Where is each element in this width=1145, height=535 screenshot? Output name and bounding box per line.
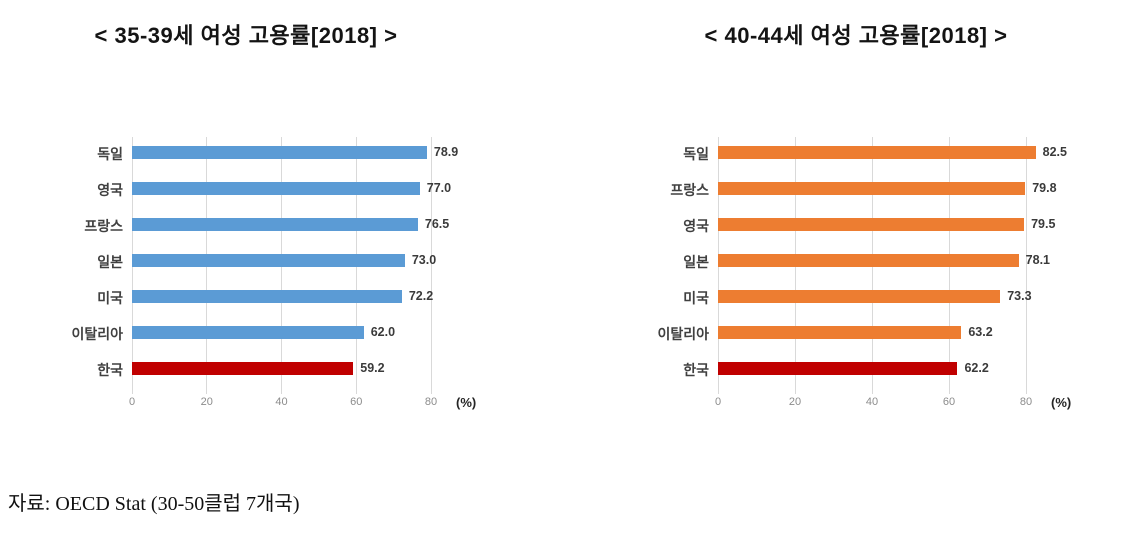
category-label: 프랑스 xyxy=(84,217,123,234)
bar xyxy=(718,254,1019,267)
chart-title-35-39: < 35-39세 여성 고용률[2018] > xyxy=(94,23,398,48)
x-tick-label: 60 xyxy=(350,396,363,408)
source-note: 자료: OECD Stat (30-50클럽 7개국) xyxy=(8,493,300,515)
category-label: 한국 xyxy=(683,361,709,378)
chart-title-40-44: < 40-44세 여성 고용률[2018] > xyxy=(704,23,1008,48)
gridline xyxy=(430,137,432,394)
category-label: 미국 xyxy=(97,289,123,306)
bar-value-label: 77.0 xyxy=(426,180,452,195)
category-label: 독일 xyxy=(683,145,709,162)
bar xyxy=(718,326,962,339)
x-tick-label: 40 xyxy=(275,396,288,408)
bar xyxy=(718,290,1001,303)
category-label: 영국 xyxy=(683,217,709,234)
category-label: 이탈리아 xyxy=(657,325,709,342)
x-tick-label: 20 xyxy=(788,396,802,408)
bar xyxy=(132,362,354,375)
category-label: 일본 xyxy=(97,253,123,270)
category-label: 영국 xyxy=(97,181,123,198)
bar-value-label: 78.1 xyxy=(1025,252,1051,267)
bar-value-label: 63.2 xyxy=(968,324,993,339)
category-label: 일본 xyxy=(683,253,709,270)
bar xyxy=(132,254,405,267)
category-label: 이탈리아 xyxy=(71,325,123,342)
category-label: 독일 xyxy=(97,145,123,162)
category-label: 프랑스 xyxy=(670,181,709,198)
bar xyxy=(718,182,1026,195)
bar-value-label: 72.2 xyxy=(408,288,434,303)
x-tick-label: 0 xyxy=(128,396,136,408)
bar-value-label: 73.3 xyxy=(1007,288,1032,303)
bar-value-label: 76.5 xyxy=(424,216,450,231)
bar xyxy=(132,218,418,231)
bar-value-label: 82.5 xyxy=(1042,144,1067,159)
bar xyxy=(132,182,420,195)
x-tick-label: 80 xyxy=(1019,396,1033,408)
x-tick-label: 60 xyxy=(942,396,956,408)
bar-value-label: 62.2 xyxy=(964,360,989,375)
bar-value-label: 78.9 xyxy=(433,144,459,159)
axis-unit-label: (%) xyxy=(1051,395,1072,410)
category-label: 한국 xyxy=(97,361,123,378)
bar-value-label: 62.0 xyxy=(370,324,396,339)
x-tick-label: 80 xyxy=(424,396,438,408)
x-tick-label: 40 xyxy=(865,396,879,408)
x-tick-label: 0 xyxy=(714,396,722,408)
bar xyxy=(718,218,1025,231)
bar-value-label: 59.2 xyxy=(360,360,385,375)
bar xyxy=(718,146,1036,159)
axis-unit-label: (%) xyxy=(456,395,477,410)
bar-value-label: 73.0 xyxy=(411,252,437,267)
category-label: 미국 xyxy=(683,289,709,306)
bar xyxy=(132,326,364,339)
gridline xyxy=(1025,137,1027,394)
x-tick-label: 20 xyxy=(200,396,213,408)
bar xyxy=(132,290,402,303)
bar-value-label: 79.5 xyxy=(1031,216,1056,231)
bar xyxy=(718,362,958,375)
bar xyxy=(132,146,427,159)
bar-value-label: 79.8 xyxy=(1032,180,1057,195)
